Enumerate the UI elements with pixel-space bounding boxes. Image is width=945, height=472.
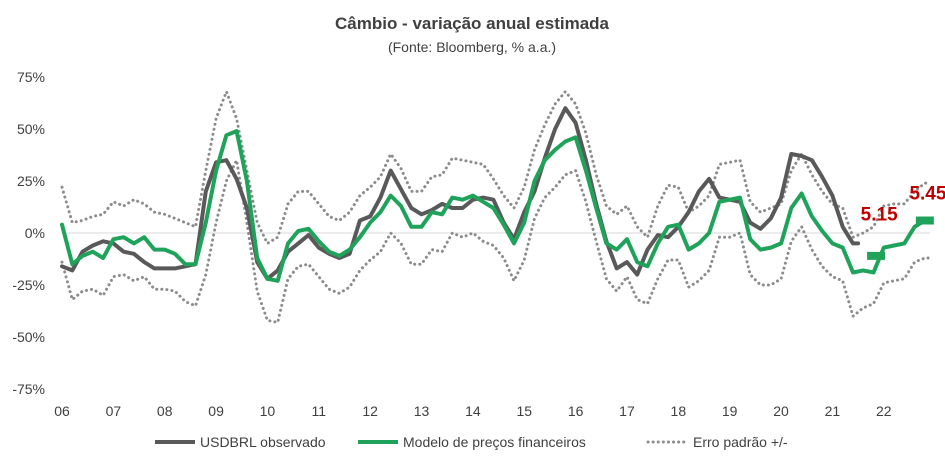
x-tick-label: 18 [671, 403, 687, 419]
y-tick-label: -50% [12, 329, 45, 345]
y-tick-label: 0% [25, 225, 45, 241]
series-line-observed [60, 106, 861, 281]
x-tick-label: 08 [157, 403, 173, 419]
y-tick-label: 75% [17, 69, 45, 85]
legend-item-model: Modelo de preços financeiros [358, 434, 586, 450]
y-tick-label: -75% [12, 381, 45, 397]
legend: USDBRL observado Modelo de preços finance… [155, 434, 788, 450]
y-tick-label: -25% [12, 277, 45, 293]
forecast-marker [867, 251, 886, 260]
x-tick-label: 15 [516, 403, 532, 419]
x-tick-label: 21 [825, 403, 841, 419]
y-axis: 75% 50% 25% 0% -25% -50% -75% [12, 69, 45, 397]
series-layer [60, 87, 932, 325]
x-tick-label: 16 [568, 403, 584, 419]
legend-label: Modelo de preços financeiros [403, 434, 586, 450]
legend-item-error: Erro padrão +/- [646, 434, 788, 450]
x-tick-label: 13 [414, 403, 430, 419]
x-tick-label: 22 [876, 403, 892, 419]
annotation-label: 5.45 [909, 184, 945, 205]
legend-item-observed: USDBRL observado [155, 434, 326, 450]
series-line-model [60, 129, 932, 283]
annotation-layer: 5.15 5.45 [861, 184, 945, 226]
x-tick-label: 14 [465, 403, 481, 419]
marker-layer [867, 216, 934, 260]
y-tick-label: 25% [17, 173, 45, 189]
x-tick-label: 20 [773, 403, 789, 419]
y-tick-label: 50% [17, 121, 45, 137]
x-axis: 06 07 08 09 10 11 12 13 14 15 16 17 18 19 20 21 22 [54, 403, 892, 419]
x-tick-label: 06 [54, 403, 70, 419]
x-tick-label: 11 [312, 403, 327, 419]
x-tick-label: 09 [208, 403, 224, 419]
series-line-error-lower [60, 155, 932, 325]
x-tick-label: 12 [362, 403, 378, 419]
annotation-label: 5.15 [861, 205, 898, 226]
chart-subtitle: (Fonte: Bloomberg, % a.a.) [388, 39, 556, 55]
x-tick-label: 10 [260, 403, 276, 419]
forecast-marker [915, 216, 934, 225]
x-tick-label: 19 [722, 403, 738, 419]
series-line-error-upper [60, 87, 932, 246]
chart-title: Câmbio - variação anual estimada [335, 14, 610, 33]
legend-label: Erro padrão +/- [693, 434, 788, 450]
legend-label: USDBRL observado [200, 434, 326, 450]
x-tick-label: 07 [106, 403, 122, 419]
x-tick-label: 17 [619, 403, 635, 419]
